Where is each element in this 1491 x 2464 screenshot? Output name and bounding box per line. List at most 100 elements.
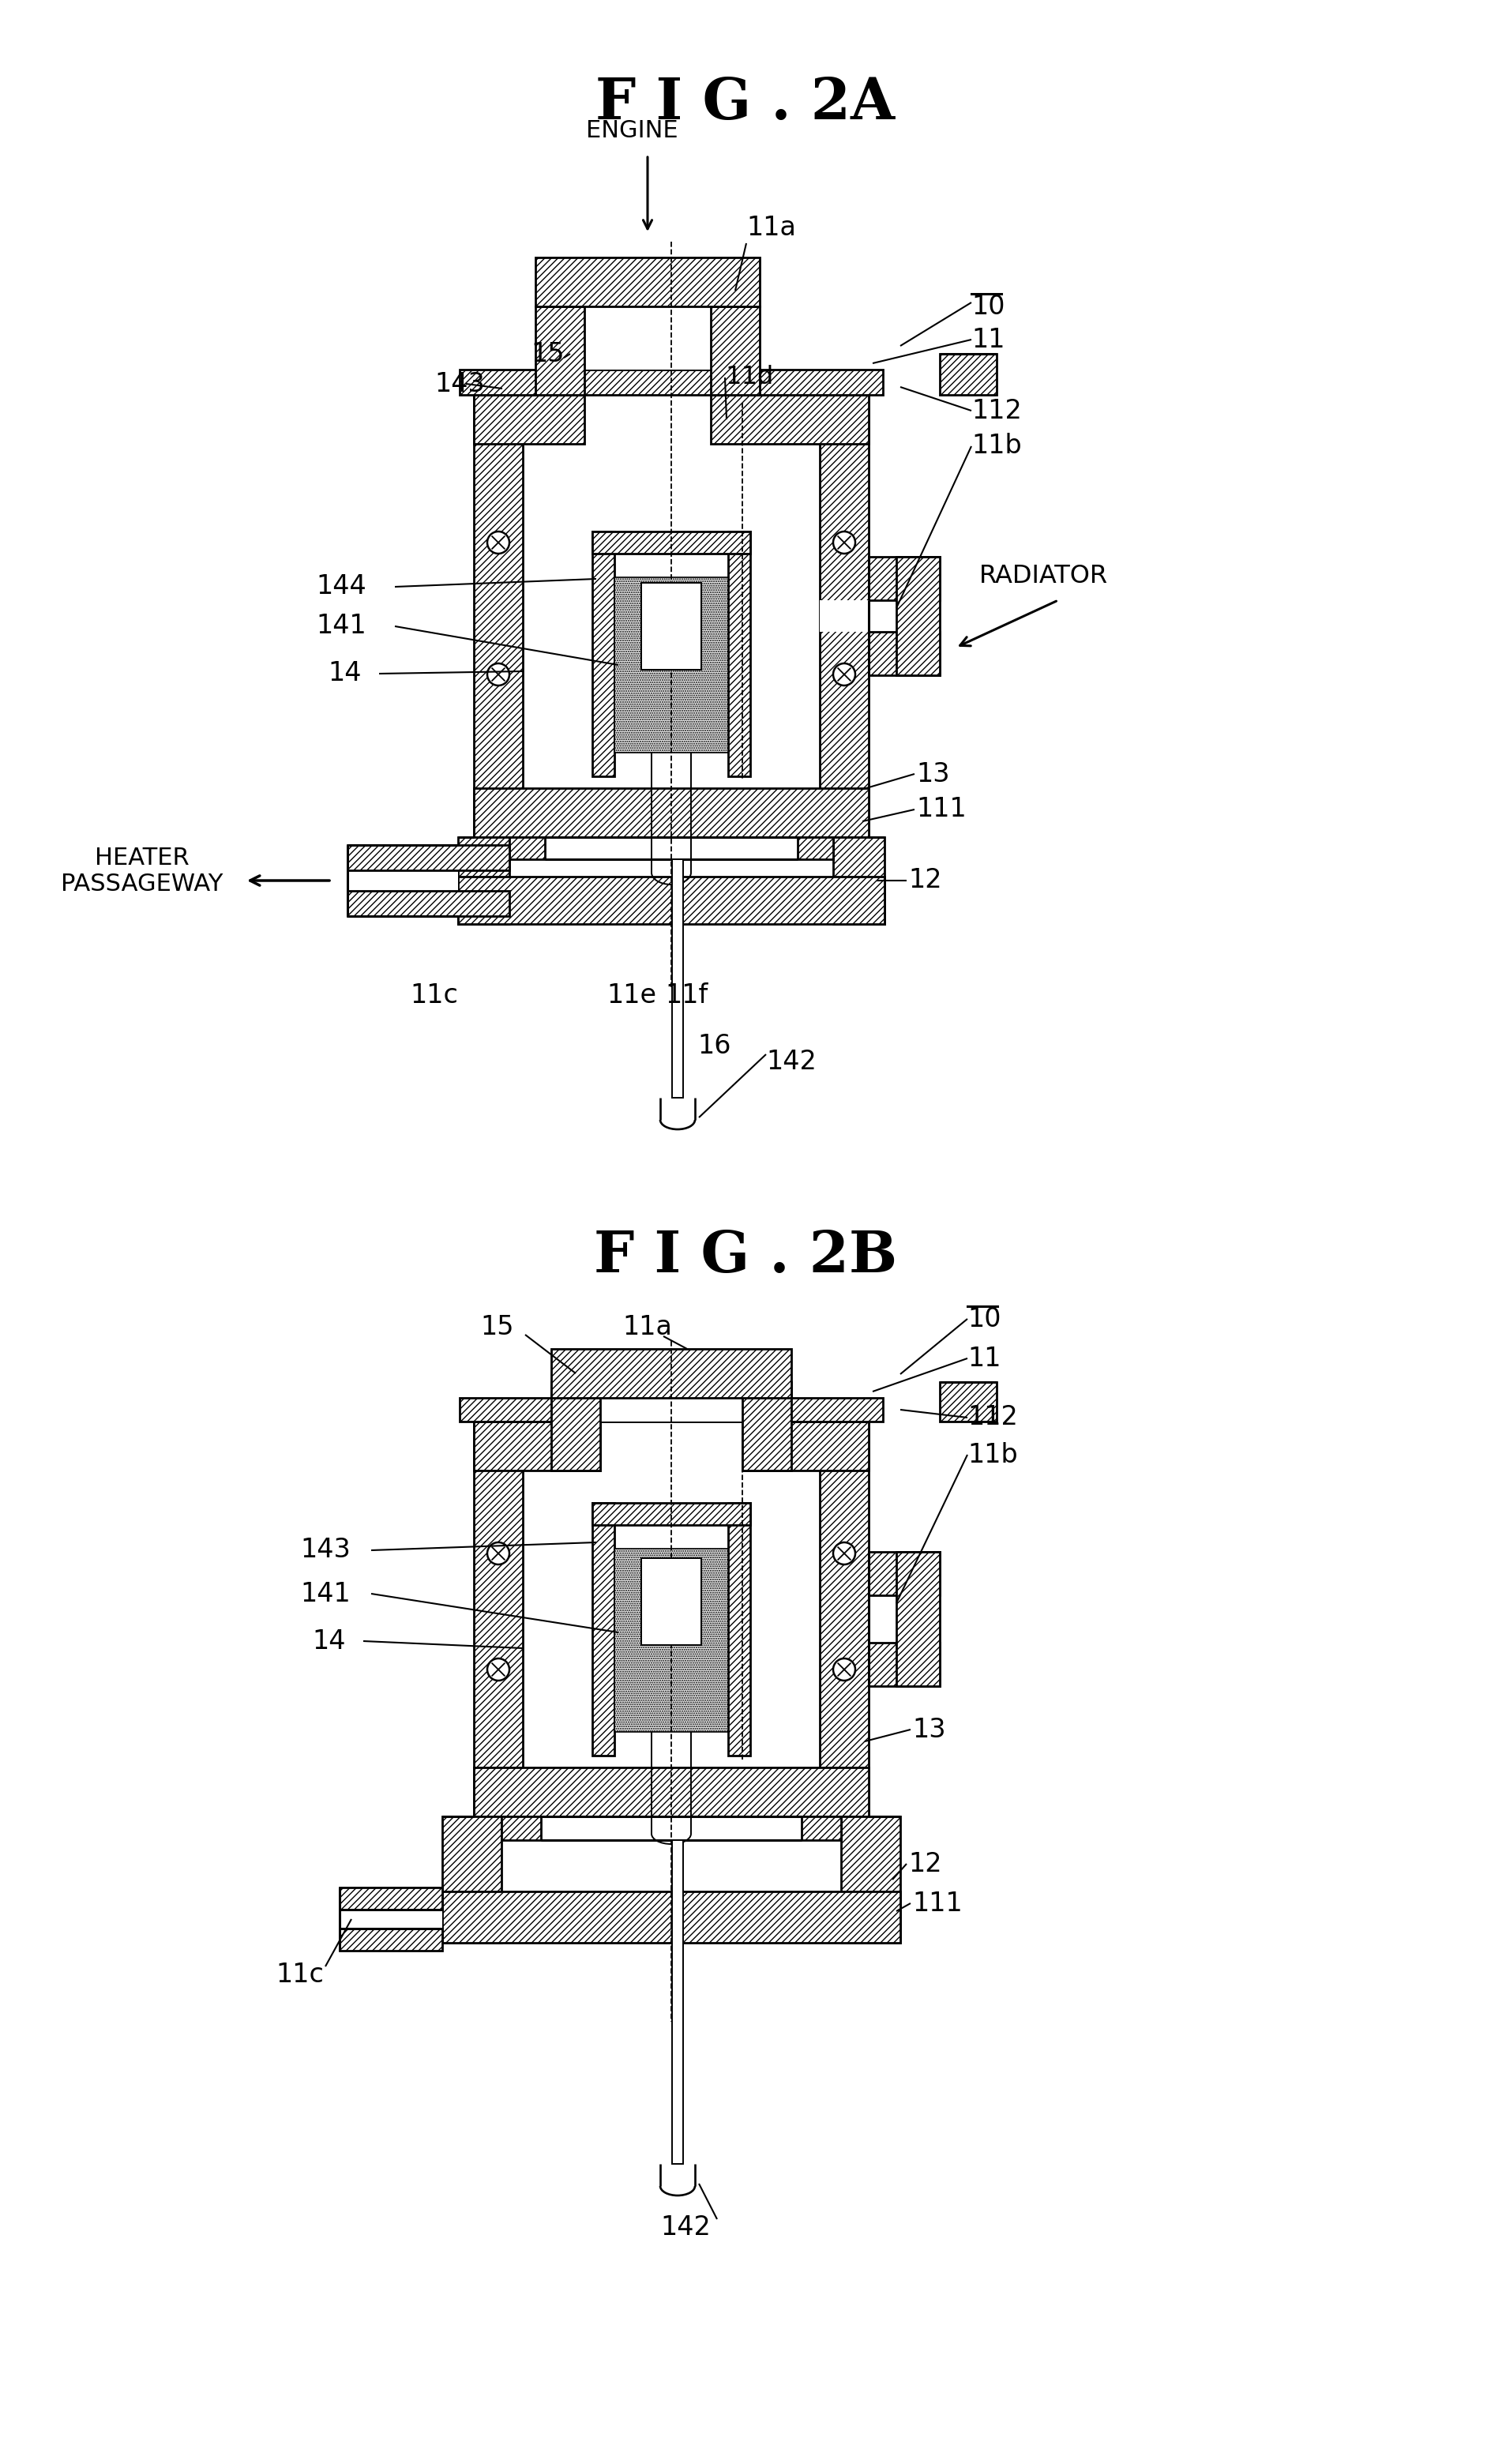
Text: 11b: 11b xyxy=(971,434,1021,458)
Circle shape xyxy=(488,532,510,554)
Bar xyxy=(535,256,760,306)
Bar xyxy=(523,1471,820,1767)
Text: HEATER
PASSAGEWAY: HEATER PASSAGEWAY xyxy=(61,845,224,897)
Bar xyxy=(510,838,544,860)
Bar xyxy=(833,838,884,924)
Bar xyxy=(347,845,510,870)
Text: 112: 112 xyxy=(968,1404,1018,1432)
Bar xyxy=(510,838,833,877)
Text: 11a: 11a xyxy=(747,214,796,241)
Bar xyxy=(820,601,869,631)
Bar xyxy=(728,532,750,776)
Text: 16: 16 xyxy=(698,1032,732,1060)
Text: 112: 112 xyxy=(971,397,1021,424)
Text: 111: 111 xyxy=(915,796,966,823)
Circle shape xyxy=(488,1658,510,1680)
Text: 144: 144 xyxy=(316,574,367,599)
Text: 141: 141 xyxy=(300,1582,350,1607)
Text: 11b: 11b xyxy=(968,1441,1018,1469)
Bar xyxy=(743,1382,792,1471)
Bar xyxy=(347,892,510,917)
Bar xyxy=(614,554,728,776)
Bar xyxy=(474,1422,523,1816)
Bar xyxy=(869,1594,896,1643)
Bar xyxy=(896,557,939,675)
Circle shape xyxy=(833,1542,856,1565)
Bar xyxy=(869,557,939,601)
Bar xyxy=(592,532,750,554)
Bar xyxy=(340,1910,443,1929)
Text: 13: 13 xyxy=(915,761,950,786)
Bar xyxy=(728,1503,750,1754)
Bar xyxy=(458,877,884,924)
Bar xyxy=(459,370,883,394)
Bar xyxy=(869,1643,939,1685)
Circle shape xyxy=(488,663,510,685)
Text: 143: 143 xyxy=(300,1538,350,1562)
Circle shape xyxy=(488,1542,510,1565)
Bar xyxy=(672,860,683,1099)
Bar xyxy=(601,1382,743,1422)
Bar xyxy=(443,1892,901,1942)
Text: 11e: 11e xyxy=(607,983,656,1008)
Text: F I G . 2A: F I G . 2A xyxy=(596,74,895,131)
Bar xyxy=(939,1382,996,1422)
Text: 13: 13 xyxy=(912,1717,945,1742)
Circle shape xyxy=(833,532,856,554)
Bar xyxy=(347,870,458,892)
Text: 14: 14 xyxy=(312,1629,346,1653)
Text: 11c: 11c xyxy=(276,1961,324,1988)
Bar xyxy=(711,394,869,444)
Text: 142: 142 xyxy=(766,1050,817,1074)
Bar xyxy=(641,1557,701,1646)
Bar xyxy=(798,838,833,860)
Text: 11d: 11d xyxy=(725,365,774,389)
Text: 111: 111 xyxy=(912,1890,963,1917)
Bar xyxy=(340,1929,443,1951)
Circle shape xyxy=(833,1658,856,1680)
Bar xyxy=(340,1887,443,1910)
Bar xyxy=(552,1348,792,1397)
Bar xyxy=(535,306,584,394)
Text: 12: 12 xyxy=(908,1850,942,1878)
Bar xyxy=(474,788,869,838)
Text: 12: 12 xyxy=(908,867,942,894)
Text: 141: 141 xyxy=(316,614,367,638)
Bar xyxy=(820,394,869,838)
Text: 11f: 11f xyxy=(665,983,708,1008)
Bar xyxy=(592,1503,614,1754)
Text: ENGINE: ENGINE xyxy=(586,121,678,143)
Bar xyxy=(458,838,510,924)
Bar xyxy=(592,1503,750,1525)
Bar xyxy=(896,1552,939,1685)
Bar xyxy=(841,1816,901,1942)
Bar xyxy=(459,1397,883,1422)
Bar xyxy=(474,1422,601,1471)
Bar xyxy=(474,1767,869,1816)
Bar xyxy=(474,394,523,838)
Bar xyxy=(614,1525,728,1754)
Bar xyxy=(869,631,939,675)
Bar xyxy=(601,1333,743,1397)
Bar xyxy=(614,1550,728,1732)
Bar xyxy=(743,1422,869,1471)
Bar xyxy=(523,444,820,788)
Text: RADIATOR: RADIATOR xyxy=(980,564,1108,589)
Text: 11a: 11a xyxy=(623,1313,672,1340)
Bar xyxy=(939,355,996,394)
Bar xyxy=(641,584,701,670)
Bar xyxy=(869,1552,939,1594)
Text: 11: 11 xyxy=(971,328,1005,352)
Text: 15: 15 xyxy=(531,340,564,367)
Bar xyxy=(552,1382,601,1471)
Bar xyxy=(820,1422,869,1816)
Bar xyxy=(443,1816,501,1942)
Bar xyxy=(584,306,711,370)
Text: 14: 14 xyxy=(328,660,361,687)
Text: F I G . 2B: F I G . 2B xyxy=(593,1227,898,1284)
Bar xyxy=(614,577,728,752)
Bar xyxy=(802,1816,841,1841)
Bar xyxy=(501,1816,841,1892)
Text: 11c: 11c xyxy=(410,983,458,1008)
Bar xyxy=(711,306,760,394)
